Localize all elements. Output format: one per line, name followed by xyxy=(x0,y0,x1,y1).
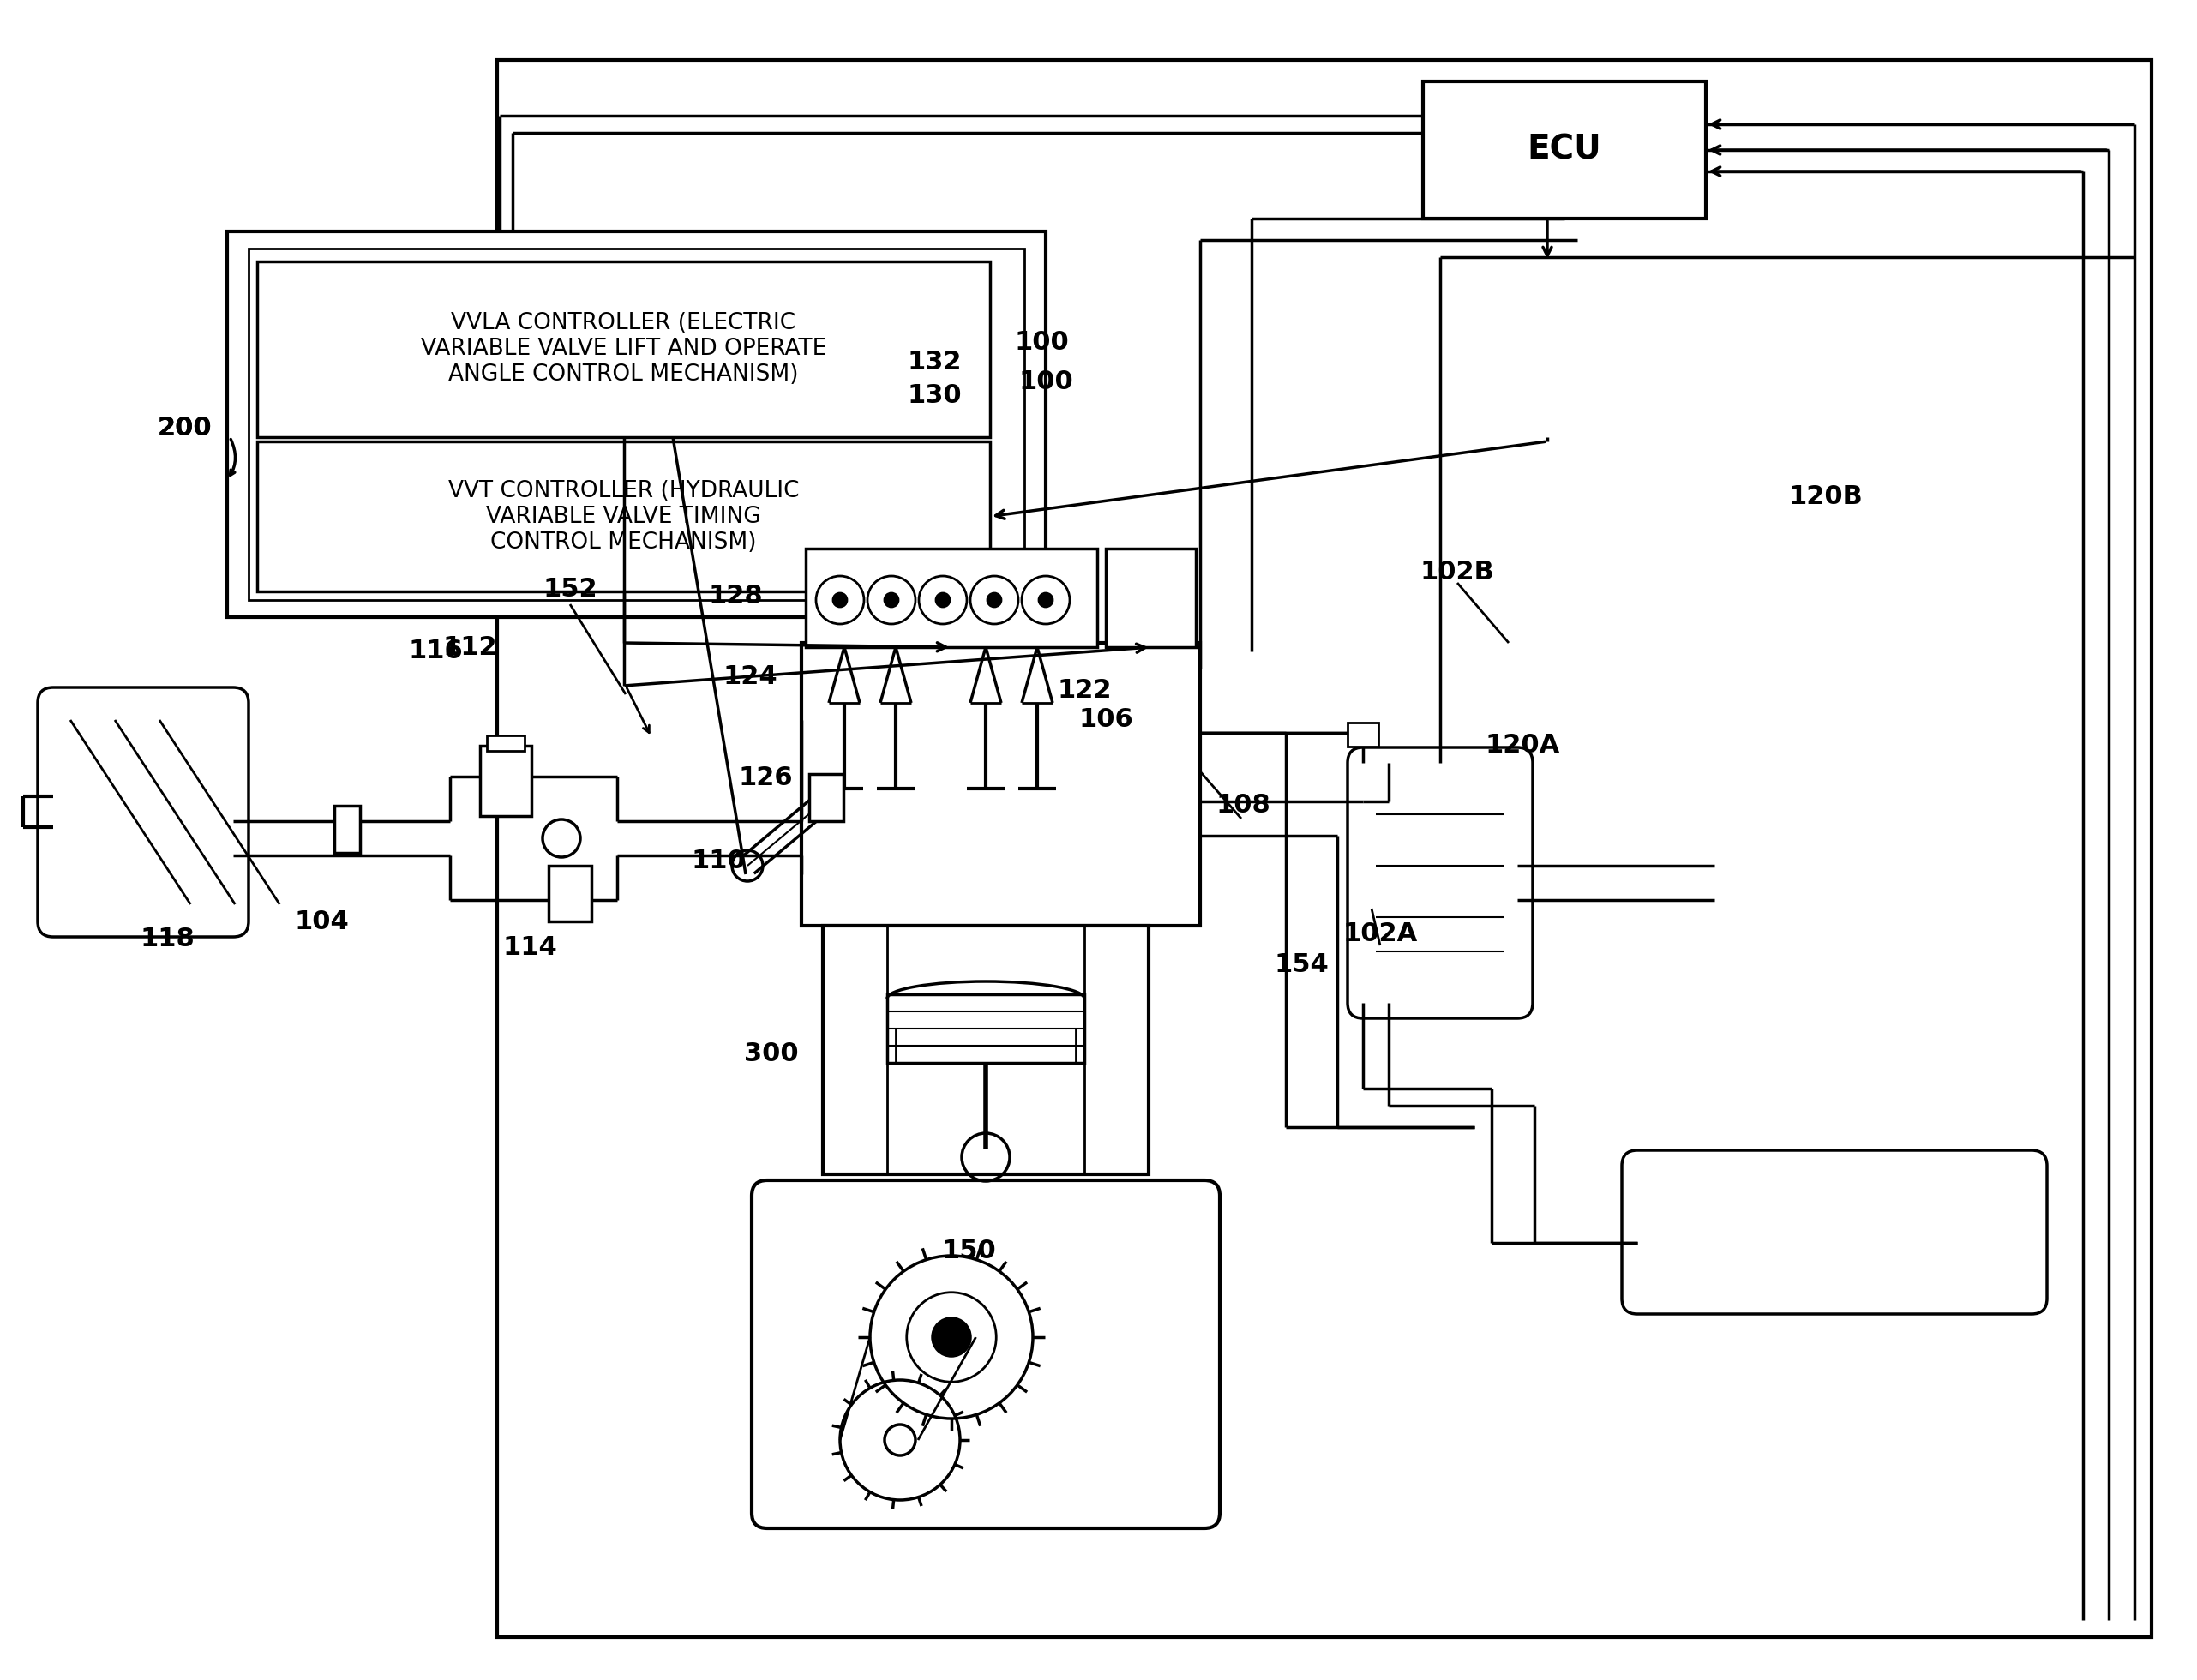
Circle shape xyxy=(833,593,846,606)
Text: 120A: 120A xyxy=(1485,732,1560,758)
Bar xyxy=(1105,549,1195,647)
Text: 132: 132 xyxy=(907,349,962,375)
Text: 108: 108 xyxy=(1215,793,1270,818)
Text: 100: 100 xyxy=(1015,331,1068,354)
FancyBboxPatch shape xyxy=(37,687,248,937)
FancyBboxPatch shape xyxy=(751,1181,1219,1529)
FancyBboxPatch shape xyxy=(1347,748,1534,1018)
Text: VVLA CONTROLLER (ELECTRIC
VARIABLE VALVE LIFT AND OPERATE
ANGLE CONTROL MECHANIS: VVLA CONTROLLER (ELECTRIC VARIABLE VALVE… xyxy=(422,312,826,386)
Text: 104: 104 xyxy=(294,909,349,934)
Text: 112: 112 xyxy=(442,635,497,660)
Text: 110: 110 xyxy=(692,848,745,874)
Bar xyxy=(808,774,844,822)
Bar xyxy=(257,262,991,437)
Text: 150: 150 xyxy=(940,1238,995,1263)
Text: 300: 300 xyxy=(745,1042,800,1067)
Bar xyxy=(549,865,591,921)
Text: ECU: ECU xyxy=(1527,134,1602,166)
Text: 122: 122 xyxy=(1057,677,1112,702)
Text: 200: 200 xyxy=(156,417,211,440)
Bar xyxy=(257,442,991,591)
Circle shape xyxy=(885,593,899,606)
Bar xyxy=(248,249,1024,600)
Bar xyxy=(888,995,1085,1063)
Circle shape xyxy=(1039,593,1052,606)
Text: 100: 100 xyxy=(1019,370,1072,393)
Text: 152: 152 xyxy=(543,578,598,601)
Text: 120B: 120B xyxy=(1788,486,1863,509)
Bar xyxy=(824,926,1149,1174)
Text: 126: 126 xyxy=(738,766,793,791)
Text: 116: 116 xyxy=(409,638,464,664)
Text: 102B: 102B xyxy=(1419,559,1494,585)
Text: 154: 154 xyxy=(1274,953,1329,976)
Text: 200: 200 xyxy=(156,417,211,440)
Bar xyxy=(226,232,1046,617)
Text: VVT CONTROLLER (HYDRAULIC
VARIABLE VALVE TIMING
CONTROL MECHANISM): VVT CONTROLLER (HYDRAULIC VARIABLE VALVE… xyxy=(448,479,800,553)
Circle shape xyxy=(934,1319,971,1356)
FancyBboxPatch shape xyxy=(1621,1151,2048,1314)
Bar xyxy=(806,549,1096,647)
Bar xyxy=(488,736,525,751)
Text: 102A: 102A xyxy=(1342,922,1417,948)
Bar xyxy=(479,746,532,816)
Text: 124: 124 xyxy=(723,665,778,689)
Bar xyxy=(802,643,1200,926)
Bar xyxy=(1347,722,1378,746)
Text: 106: 106 xyxy=(1079,707,1134,732)
Circle shape xyxy=(986,593,1002,606)
Text: 130: 130 xyxy=(907,383,962,408)
Text: 118: 118 xyxy=(141,926,196,951)
Text: 128: 128 xyxy=(707,583,762,608)
Bar xyxy=(497,60,2151,1636)
Circle shape xyxy=(936,593,949,606)
Text: 114: 114 xyxy=(503,934,558,959)
Bar xyxy=(1424,81,1705,218)
Bar xyxy=(334,806,360,853)
